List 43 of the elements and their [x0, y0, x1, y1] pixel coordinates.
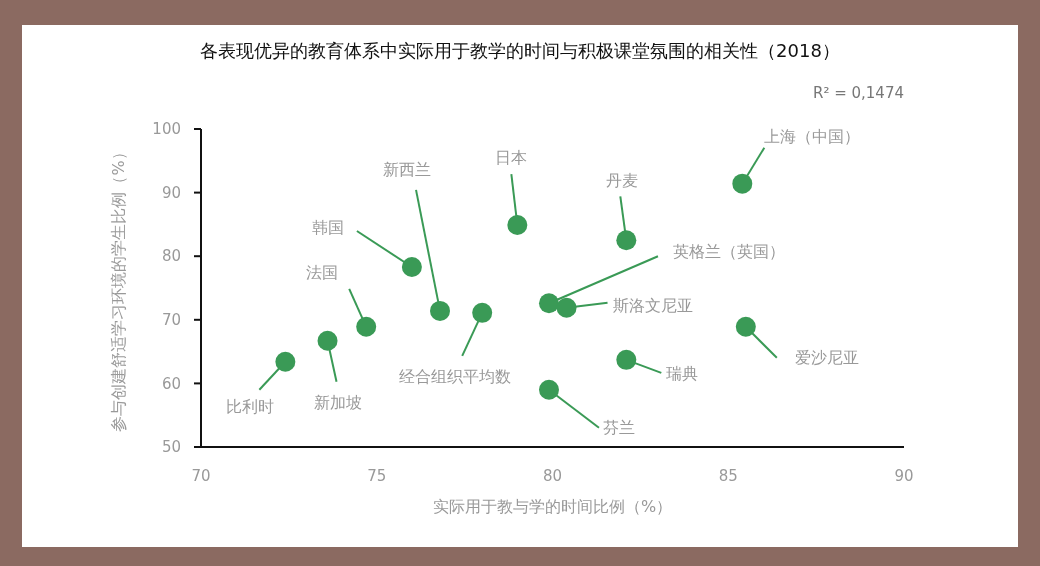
- x-tick-label: 75: [367, 467, 387, 485]
- y-tick-label: 60: [161, 374, 181, 393]
- y-tick-label: 50: [161, 438, 181, 457]
- annotation: 新西兰: [383, 160, 432, 180]
- point: [507, 215, 528, 236]
- annotation: 芬兰: [602, 418, 635, 438]
- annotation: 比利时: [226, 397, 275, 417]
- annotation: 上海（中国）: [764, 127, 861, 147]
- annotation: 爱沙尼亚: [794, 348, 859, 368]
- y-tick-label: 100: [152, 120, 181, 139]
- annotation: 经合组织平均数: [399, 367, 512, 387]
- point: [538, 379, 559, 400]
- x-axis-title: 实际用于教与学的时间比例（%）: [432, 497, 673, 516]
- y-axis-title: 参与创建舒适学习环境的学生比例（%）: [109, 144, 128, 432]
- point: [616, 230, 637, 251]
- annotation: 英格兰（英国）: [672, 241, 785, 261]
- point: [616, 349, 637, 370]
- point: [401, 257, 422, 278]
- point: [430, 300, 451, 321]
- point: [538, 293, 559, 314]
- annotation: 韩国: [311, 217, 344, 237]
- point: [556, 297, 577, 318]
- point: [275, 351, 296, 372]
- point: [356, 316, 377, 337]
- annotation: 斯洛文尼亚: [612, 296, 693, 316]
- annotation: 日本: [495, 147, 528, 167]
- chart-title: 各表现优异的教育体系中实际用于教学的时间与积极课堂氛围的相关性（2018）: [200, 40, 840, 61]
- y-tick-label: 80: [161, 247, 181, 266]
- x-tick-label: 90: [894, 467, 914, 485]
- annotation: 瑞典: [666, 364, 699, 384]
- x-tick-label: 80: [542, 467, 563, 485]
- x-tick-label: 85: [718, 467, 738, 485]
- text: R² = 0,1474: [812, 84, 904, 102]
- point: [735, 316, 756, 337]
- annotation: 新加坡: [313, 393, 362, 413]
- point: [317, 330, 338, 351]
- point: [472, 302, 493, 323]
- annotation: 法国: [306, 263, 339, 283]
- point: [732, 173, 753, 194]
- y-tick-label: 90: [161, 183, 181, 202]
- x-tick-label: 70: [191, 467, 211, 485]
- annotation: 丹麦: [606, 170, 639, 190]
- y-tick-label: 70: [161, 311, 181, 330]
